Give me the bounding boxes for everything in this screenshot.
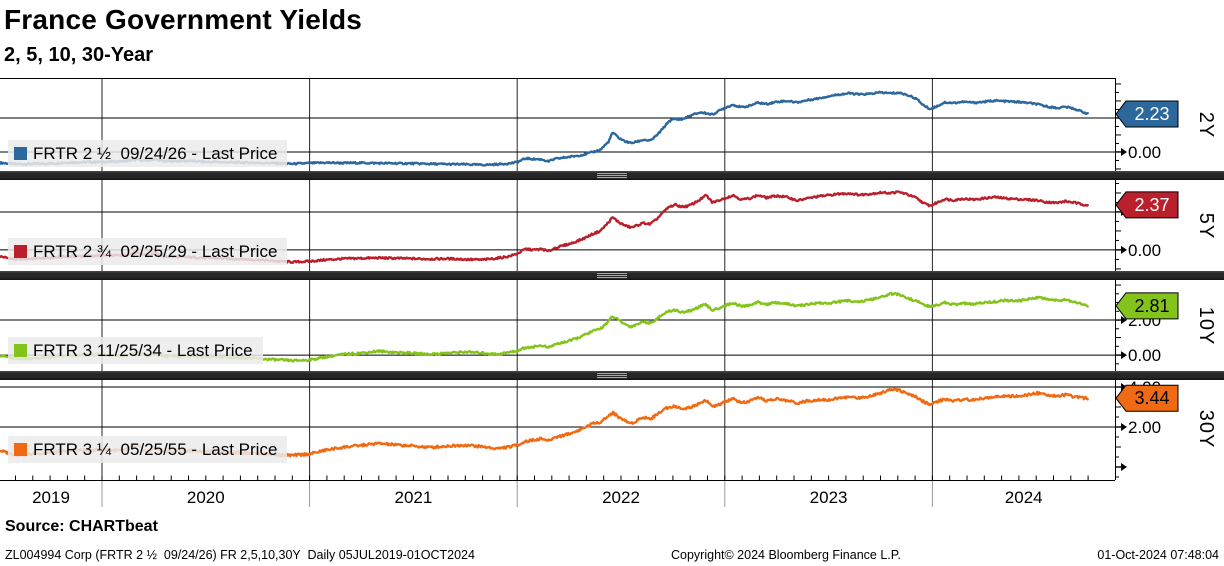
tick-arrow-icon xyxy=(1121,463,1127,471)
legend-30y[interactable]: FRTR 3 ¼ 05/25/55 - Last Price xyxy=(8,436,288,463)
last-price-pennant-2y xyxy=(1115,100,1179,128)
source-label: Source: CHARTbeat xyxy=(5,518,158,535)
tick-arrow-icon xyxy=(1121,351,1127,360)
page-subtitle: 2, 5, 10, 30-Year xyxy=(4,44,154,66)
y-tick-label: 2.00 xyxy=(1128,418,1161,437)
legend-label-5y: FRTR 2 ¾ 02/25/29 - Last Price xyxy=(33,241,278,261)
last-price-tag-30y[interactable]: 3.44 xyxy=(1134,388,1170,409)
last-price-pennant-10y xyxy=(1115,292,1179,320)
x-tick-label: 2022 xyxy=(602,488,640,507)
legend-10y[interactable]: FRTR 3 11/25/34 - Last Price xyxy=(8,337,263,364)
footer-copyright: Copyright© 2024 Bloomberg Finance L.P. xyxy=(671,548,901,562)
x-tick-label: 2023 xyxy=(810,488,848,507)
tick-arrow-icon xyxy=(1121,147,1127,156)
x-tick-label: 2024 xyxy=(1005,488,1043,507)
last-price-tag-10y[interactable]: 2.81 xyxy=(1134,295,1170,316)
y-tick-label: 0.00 xyxy=(1128,346,1161,365)
divider-grip-icon xyxy=(597,272,627,279)
x-tick-label: 2019 xyxy=(32,488,70,507)
legend-swatch-10y xyxy=(14,344,27,357)
footer-timestamp: 01-Oct-2024 07:48:04 xyxy=(1097,548,1219,562)
legend-label-30y: FRTR 3 ¼ 05/25/55 - Last Price xyxy=(33,439,278,459)
last-price-pennant-30y xyxy=(1115,384,1179,412)
x-tick-label: 2021 xyxy=(394,488,432,507)
panel-label-30y: 30Y xyxy=(1195,409,1217,449)
x-tick-label: 2020 xyxy=(187,488,225,507)
footer-security-info: ZL004994 Corp (FRTR 2 ½ 09/24/26) FR 2,5… xyxy=(5,548,475,562)
legend-swatch-30y xyxy=(14,443,27,456)
panel-divider-1[interactable] xyxy=(0,171,1224,180)
last-price-pennant-5y xyxy=(1115,191,1179,219)
legend-label-2y: FRTR 2 ½ 09/24/26 - Last Price xyxy=(33,143,278,163)
legend-label-10y: FRTR 3 11/25/34 - Last Price xyxy=(33,340,253,360)
panel-divider-3[interactable] xyxy=(0,371,1224,380)
tick-arrow-icon xyxy=(1121,245,1127,254)
panel-divider-2[interactable] xyxy=(0,271,1224,280)
page-title: France Government Yields xyxy=(4,4,363,35)
divider-grip-icon xyxy=(597,372,627,379)
legend-swatch-2y xyxy=(14,147,27,160)
panel-label-10y: 10Y xyxy=(1195,306,1217,346)
last-price-tag-5y[interactable]: 2.37 xyxy=(1134,194,1170,215)
y-tick-label: 0.00 xyxy=(1128,143,1161,162)
legend-swatch-5y xyxy=(14,245,27,258)
legend-2y[interactable]: FRTR 2 ½ 09/24/26 - Last Price xyxy=(8,140,288,167)
panel-label-5y: 5Y xyxy=(1195,212,1217,240)
panel-label-2y: 2Y xyxy=(1195,111,1217,139)
legend-5y[interactable]: FRTR 2 ¾ 02/25/29 - Last Price xyxy=(8,238,288,265)
last-price-tag-2y[interactable]: 2.23 xyxy=(1134,104,1170,125)
y-tick-label: 0.00 xyxy=(1128,241,1161,260)
divider-grip-icon xyxy=(597,172,627,179)
tick-arrow-icon xyxy=(1121,316,1127,325)
tick-arrow-icon xyxy=(1121,423,1127,431)
